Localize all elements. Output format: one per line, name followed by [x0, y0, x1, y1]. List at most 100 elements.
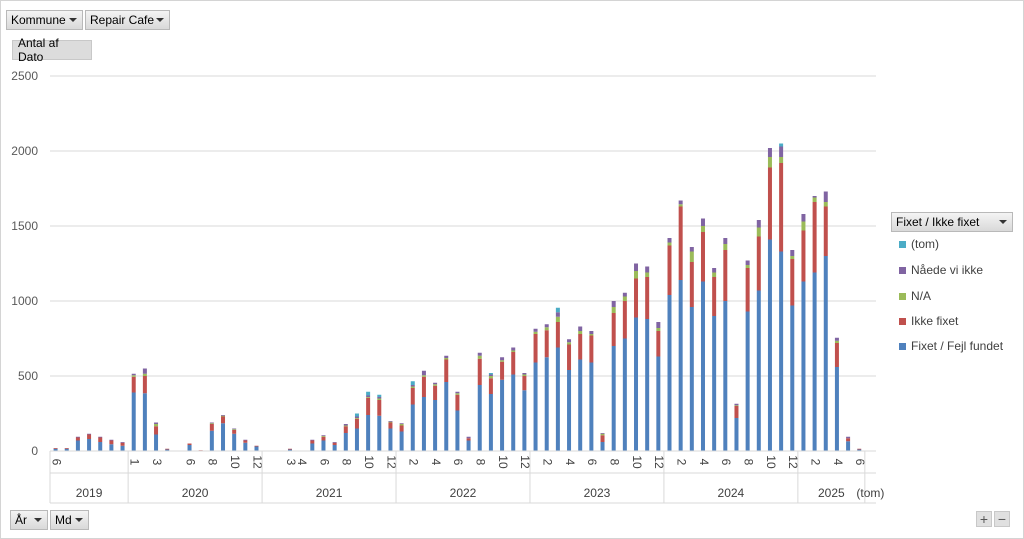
- year-axis-field-button[interactable]: År: [10, 510, 48, 530]
- bar-segment: [834, 340, 839, 343]
- bar-segment: [533, 328, 538, 332]
- bar-segment: [634, 317, 639, 451]
- bar-segment: [511, 374, 516, 451]
- x-tick-label: 4: [429, 459, 443, 466]
- bar-segment: [410, 381, 415, 385]
- bar-segment: [399, 431, 404, 451]
- bar-segment: [801, 214, 806, 222]
- bar-segment: [767, 167, 772, 240]
- bars: [53, 143, 862, 451]
- bar-segment: [332, 442, 337, 445]
- x-year-label: (tom): [856, 486, 884, 500]
- bar-segment: [388, 421, 393, 422]
- bar-segment: [321, 435, 326, 436]
- bar-segment: [578, 359, 583, 451]
- bar-segment: [343, 424, 348, 426]
- bar-segment: [767, 148, 772, 157]
- bar-segment: [656, 356, 661, 451]
- bar-segment: [209, 424, 214, 431]
- bar-segment: [87, 439, 92, 451]
- repair-cafe-filter-button[interactable]: Repair Cafe: [85, 10, 170, 30]
- bar-segment: [221, 415, 226, 416]
- x-year-label: 2024: [718, 486, 745, 500]
- bar-segment: [812, 202, 817, 273]
- month-axis-field-button[interactable]: Md: [50, 510, 89, 530]
- collapse-button[interactable]: −: [994, 511, 1010, 527]
- bar-segment: [232, 430, 237, 434]
- x-tick-label: 3: [284, 459, 298, 466]
- bar-segment: [578, 331, 583, 334]
- bar-segment: [500, 360, 505, 362]
- bar-segment: [567, 339, 572, 343]
- bar-segment: [611, 301, 616, 307]
- bar-segment: [142, 368, 147, 374]
- bar-segment: [53, 448, 58, 451]
- bar-segment: [645, 277, 650, 319]
- legend-field-button[interactable]: Fixet / Ikke fixet: [891, 212, 1013, 232]
- x-tick-label: 12: [518, 455, 532, 469]
- expand-button[interactable]: +: [976, 511, 992, 527]
- bar-segment: [555, 307, 560, 313]
- bar-segment: [700, 218, 705, 226]
- bar-segment: [187, 443, 192, 445]
- bar-segment: [444, 382, 449, 451]
- bar-segment: [433, 382, 438, 385]
- bar-segment: [477, 352, 482, 356]
- x-tick-label: 8: [474, 459, 488, 466]
- bar-segment: [477, 385, 482, 451]
- bar-segment: [75, 440, 80, 451]
- bar-segment: [779, 157, 784, 163]
- bar-segment: [779, 163, 784, 252]
- bar-segment: [790, 256, 795, 259]
- x-tick-label: 8: [741, 459, 755, 466]
- bar-segment: [377, 398, 382, 400]
- bar-segment: [377, 415, 382, 451]
- x-year-label: 2019: [76, 486, 103, 500]
- legend-swatch: [899, 267, 906, 275]
- legend-label: Nåede vi ikke: [911, 263, 984, 277]
- x-tick-label: 2: [541, 459, 555, 466]
- bar-segment: [131, 376, 136, 393]
- x-year-label: 2025: [818, 486, 845, 500]
- bar-segment: [745, 265, 750, 268]
- bar-segment: [243, 442, 248, 451]
- bar-segment: [410, 386, 415, 388]
- bar-segment: [221, 415, 226, 417]
- bar-segment: [522, 374, 527, 376]
- bar-segment: [857, 449, 862, 451]
- x-tick-label: 8: [340, 459, 354, 466]
- kommune-filter-button[interactable]: Kommune: [6, 10, 83, 30]
- bar-segment: [578, 326, 583, 331]
- bar-segment: [433, 400, 438, 451]
- x-tick-label: 12: [384, 455, 398, 469]
- bar-segment: [555, 347, 560, 451]
- value-field-button[interactable]: Antal af Dato: [12, 36, 92, 64]
- bar-segment: [488, 373, 493, 375]
- bar-segment: [120, 445, 125, 451]
- bar-segment: [533, 334, 538, 363]
- bar-segment: [64, 448, 69, 451]
- bar-segment: [366, 395, 371, 397]
- bar-segment: [321, 440, 326, 451]
- x-tick-label: 12: [786, 455, 800, 469]
- bar-segment: [846, 436, 851, 439]
- bar-segment: [779, 146, 784, 157]
- bar-segment: [209, 423, 214, 424]
- y-tick-label: 0: [31, 444, 38, 458]
- x-tick-label: 6: [853, 459, 867, 466]
- bar-segment: [399, 423, 404, 424]
- x-tick-label: 10: [496, 455, 510, 469]
- bar-segment: [421, 397, 426, 451]
- legend-label: (tom): [911, 237, 939, 251]
- bar-segment: [846, 441, 851, 451]
- bar-segment: [622, 292, 627, 297]
- bar-segment: [444, 355, 449, 358]
- bar-segment: [544, 357, 549, 451]
- bar-segment: [354, 418, 359, 429]
- bar-segment: [723, 250, 728, 301]
- repair-cafe-filter-label: Repair Cafe: [90, 13, 155, 27]
- bar-segment: [600, 442, 605, 451]
- bar-segment: [321, 436, 326, 441]
- bar-segment: [310, 439, 315, 441]
- bar-segment: [823, 256, 828, 451]
